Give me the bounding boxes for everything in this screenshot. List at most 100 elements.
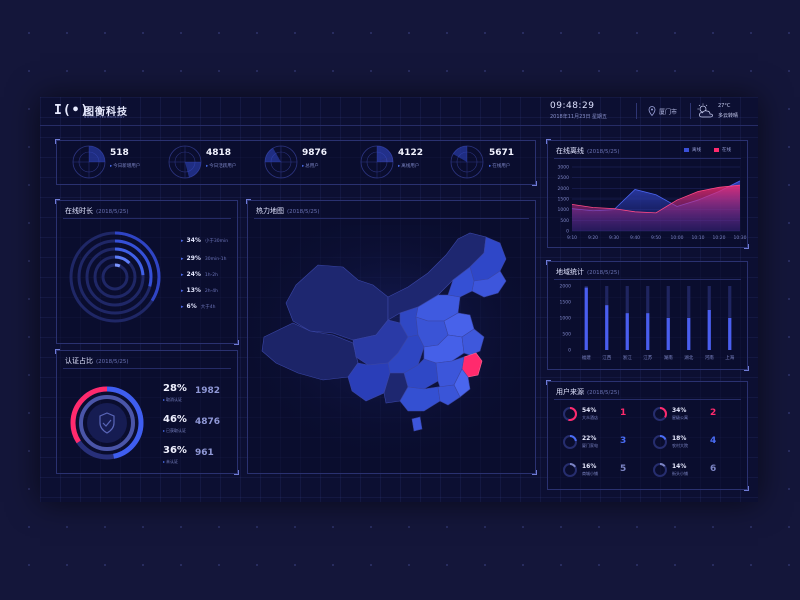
x-tick-label: 9:50 [651,235,661,241]
dashboard: I(•) 图衡科技 GOODZ TECHNOLOGY 09:48:29 2018… [40,97,758,502]
ring-fill [563,407,577,421]
source-label: 街头小铺 [672,471,688,476]
cert-label: 已获取认证 [163,428,186,434]
bar [646,313,650,350]
bar [707,310,711,350]
stat-value: 4818 [206,148,232,158]
online-offline-panel: 在线离线 (2018/5/25) 离线 在线 0 500 1000 1500 2000 25… [546,139,749,249]
duration-row: ▸ 34% 小于30min [181,237,229,244]
x-tick-label: 湖南 [664,354,673,361]
x-tick-label: 9:10 [567,235,577,241]
y-tick-label: 2000 [558,186,570,192]
source-label: 商城小铺 [582,471,598,476]
x-tick-label: 上海 [725,354,734,361]
duration-row: ▸ 6% 大于4h [181,303,216,310]
header-divider [636,103,637,119]
map-region[interactable] [461,328,485,356]
cert-value: 4876 [195,417,221,427]
stat-offline-users: 4122 离线用户 [355,141,445,183]
duration-row: ▸ 24% 1h-2h [181,271,218,278]
x-tick-label: 福建 [582,354,591,361]
panel-title: 用户来源 (2018/5/25) [556,388,620,396]
stat-value: 4122 [398,148,424,158]
cert-label: 未认证 [163,459,178,465]
location-pin-icon [648,106,656,116]
stat-radar-gauge [264,145,298,179]
source-label: 农村大院 [672,443,688,448]
y-tick-label: 2500 [558,175,570,181]
map-region[interactable] [437,384,461,406]
stat-radar-gauge [72,145,106,179]
cert-percent: 36% [163,445,187,456]
x-tick-label: 10:20 [713,235,726,241]
regional-bar-chart: 0 500 1000 1500 2000 福建 江西 浙江 江苏 湖南 湖北 河南 上海 [560,284,735,362]
duration-row: ▸ 13% 2h-4h [181,287,218,294]
x-tick-label: 浙江 [623,354,632,361]
y-tick-label: 2000 [560,284,572,290]
source-percent: 16% [582,463,597,470]
location-label[interactable]: 厦门市 [659,109,678,116]
stat-online-users: 5671 在线用户 [450,141,535,183]
stat-value: 9876 [302,148,328,158]
cert-label: 取消认证 [163,397,182,403]
ring-fill [653,407,667,421]
stat-radar-gauge [360,145,394,179]
brand-subtitle: GOODZ TECHNOLOGY [84,115,125,119]
bar [687,318,691,350]
stat-label: 今日新增用户 [110,163,140,169]
bar [666,318,670,350]
source-percent: 14% [672,463,687,470]
panel-title: 在线离线 (2018/5/25) [556,147,620,155]
certification-donut [70,386,144,460]
stat-total-users: 9876 总用户 [259,141,349,183]
source-ring [653,407,667,421]
source-label: 厦门家电 [582,443,598,448]
x-tick-label: 10:00 [671,235,684,241]
bar [625,313,629,350]
x-tick-label: 10:30 [734,235,747,241]
online-offline-chart: 0 500 1000 1500 2000 2500 3000 9:10 9:20 9:30 9:40… [558,165,747,242]
source-label: 大众酒店 [582,415,598,420]
source-rank: 6 [710,464,717,474]
clock-time: 09:48:29 [550,101,595,111]
source-ring [563,435,577,449]
panel-title: 在线时长 (2018/5/25) [65,207,129,215]
cert-percent: 46% [163,414,187,425]
bar [584,287,588,350]
ring-fill [563,463,577,477]
y-tick-label: 1500 [558,197,570,203]
bar [605,305,609,350]
source-rank: 3 [620,436,627,446]
y-tick-label: 1500 [560,300,572,306]
duration-ring-chart [69,231,161,323]
cert-percent: 28% [163,383,187,394]
source-ring [563,463,577,477]
x-tick-label: 江苏 [643,354,652,361]
source-percent: 34% [672,407,687,414]
china-heat-map [248,225,535,465]
series-area-1 [572,185,740,231]
x-tick-label: 9:20 [588,235,598,241]
panel-title: 认证占比 (2018/5/25) [65,357,129,365]
map-region[interactable] [471,270,507,298]
source-rank: 2 [710,408,717,418]
y-tick-label: 500 [560,218,569,224]
map-region[interactable] [411,416,423,432]
panel-title: 地域统计 (2018/5/25) [556,268,620,276]
x-tick-label: 河南 [705,354,714,361]
source-ring [653,435,667,449]
stat-label: 今日活跃用户 [206,163,236,169]
legend-offline: 离线 [684,147,701,153]
stat-active-users: 4818 今日活跃用户 [163,141,253,183]
logo-mark: I(•) [54,103,90,118]
certification-panel: 认证占比(2018/5/25) 28% 取消认证 1982 46% 已获取认证 … [55,349,239,475]
y-tick-label: 1000 [558,207,570,213]
y-tick-label: 0 [566,229,569,235]
source-ring [563,407,577,421]
stat-label: 总用户 [302,163,319,169]
stat-radar-gauge [168,145,202,179]
source-ring [653,463,667,477]
source-percent: 18% [672,435,687,442]
x-tick-label: 江西 [602,354,611,361]
clock-date: 2018年11月23日 星期五 [550,114,608,120]
